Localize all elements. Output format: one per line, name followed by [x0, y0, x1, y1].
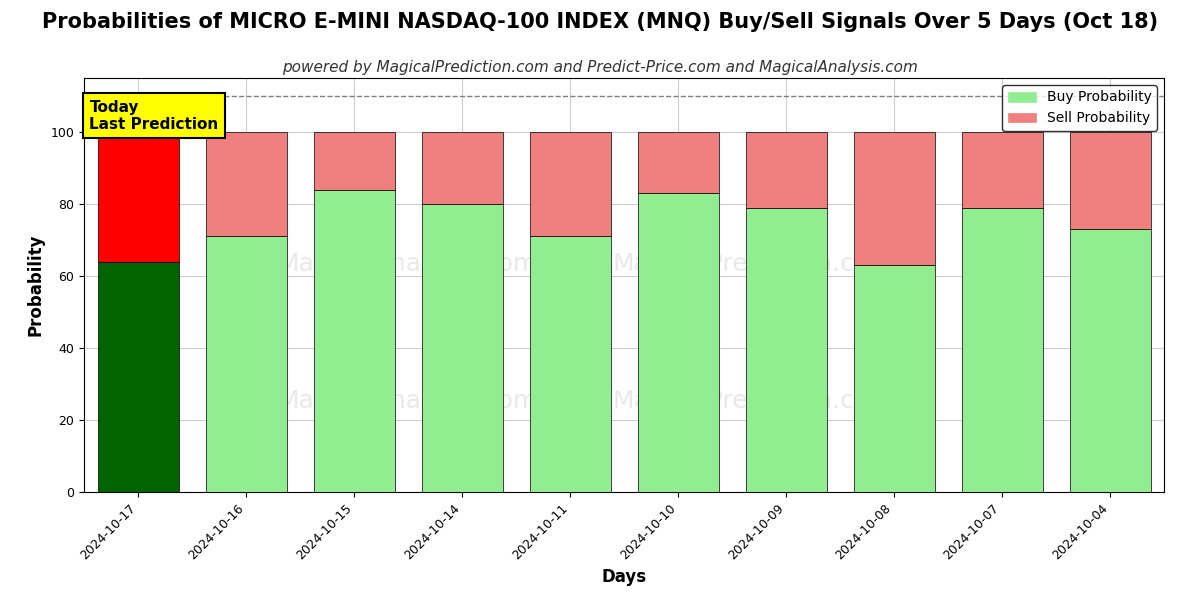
- Y-axis label: Probability: Probability: [26, 234, 44, 336]
- Bar: [1069, 229, 1151, 492]
- Bar: [745, 208, 827, 492]
- X-axis label: Days: Days: [601, 568, 647, 586]
- Bar: [961, 132, 1043, 208]
- Bar: [853, 132, 935, 265]
- Bar: [97, 262, 179, 492]
- Bar: [205, 132, 287, 236]
- Bar: [637, 132, 719, 193]
- Bar: [1069, 132, 1151, 229]
- Bar: [205, 236, 287, 492]
- Bar: [421, 132, 503, 204]
- Text: MagicalAnalysis.com: MagicalAnalysis.com: [278, 252, 538, 276]
- Text: MagicalAnalysis.com: MagicalAnalysis.com: [278, 389, 538, 413]
- Text: MagicalPrediction.com: MagicalPrediction.com: [613, 389, 894, 413]
- Text: Probabilities of MICRO E-MINI NASDAQ-100 INDEX (MNQ) Buy/Sell Signals Over 5 Day: Probabilities of MICRO E-MINI NASDAQ-100…: [42, 12, 1158, 32]
- Text: powered by MagicalPrediction.com and Predict-Price.com and MagicalAnalysis.com: powered by MagicalPrediction.com and Pre…: [282, 60, 918, 75]
- Text: Today
Last Prediction: Today Last Prediction: [90, 100, 218, 132]
- Bar: [745, 132, 827, 208]
- Bar: [97, 132, 179, 262]
- Legend: Buy Probability, Sell Probability: Buy Probability, Sell Probability: [1002, 85, 1157, 131]
- Bar: [529, 236, 611, 492]
- Bar: [313, 132, 395, 190]
- Bar: [853, 265, 935, 492]
- Bar: [637, 193, 719, 492]
- Text: MagicalPrediction.com: MagicalPrediction.com: [613, 252, 894, 276]
- Bar: [313, 190, 395, 492]
- Bar: [529, 132, 611, 236]
- Bar: [421, 204, 503, 492]
- Bar: [961, 208, 1043, 492]
